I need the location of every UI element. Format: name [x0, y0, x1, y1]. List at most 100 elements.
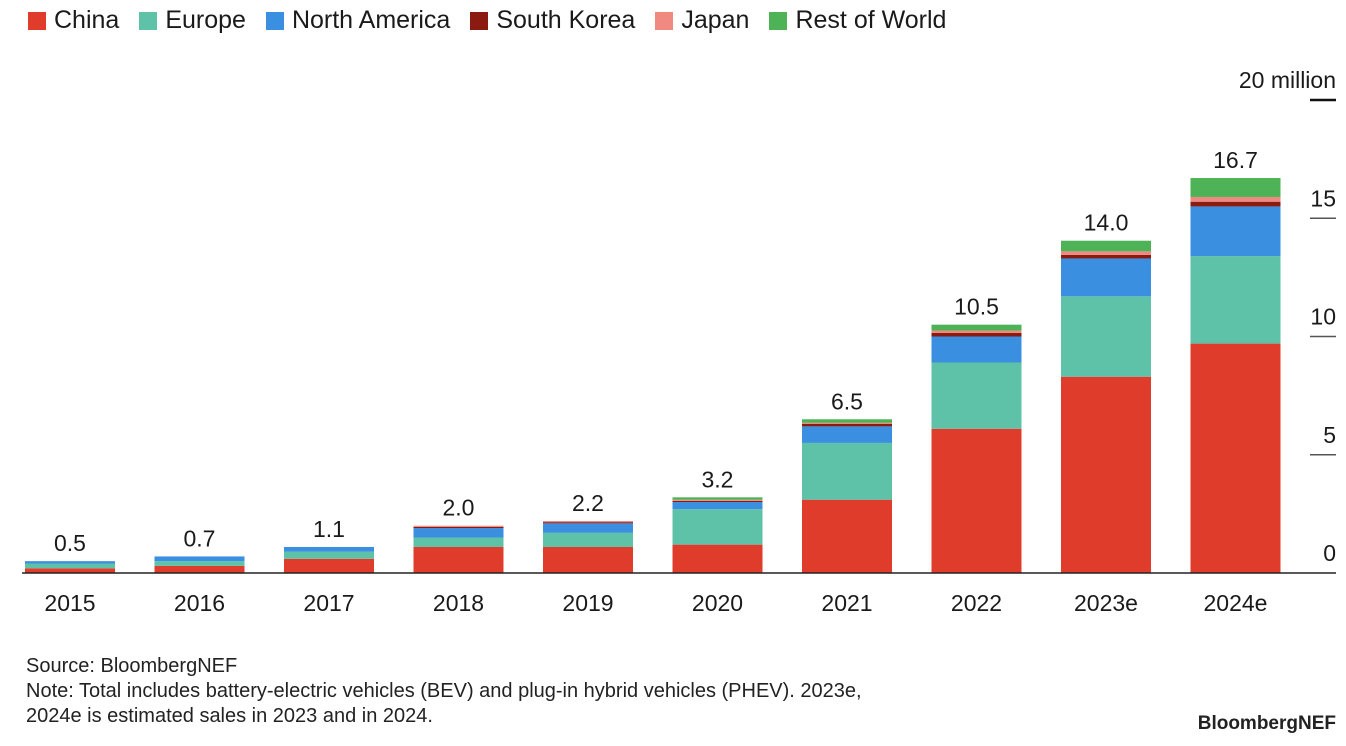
bars-group [25, 178, 1281, 573]
legend-swatch-rest-of-world [769, 11, 788, 30]
x-tick-label-2018: 2018 [433, 590, 484, 616]
bar-segment-europe-2021 [802, 442, 892, 500]
bar-segment-south-korea-2018 [413, 526, 504, 529]
bar-segment-europe-2015 [25, 563, 115, 569]
stacked-bar-chart: 0.5 0.7 1.12.0 2.23.26.510.514.016.7 2015 20… [22, 67, 1336, 616]
y-tick-label-15: 15 [1310, 185, 1336, 211]
bar-segment-japan-2022 [931, 330, 1022, 333]
total-labels-group: 0.5 0.7 1.1 2.0 2.2 3.2 6.5 10.5 14.0 16.7 [54, 147, 1258, 556]
bar-segment-north-america-2022 [931, 336, 1022, 363]
bar-segment-north-america-2018 [413, 528, 504, 538]
legend-swatch-china [28, 11, 46, 30]
x-tick-label-2016: 2016 [174, 590, 225, 616]
legend-swatch-north-america [265, 11, 284, 30]
x-tick-label-2017: 2017 [303, 590, 354, 616]
bar-segment-japan-2020 [672, 499, 763, 501]
x-tick-label-2020: 2020 [692, 590, 743, 616]
bar-segment-north-america-2024e [1190, 206, 1281, 257]
bar-segment-japan-2024e [1190, 196, 1281, 202]
bar-segment-china-2024e [1190, 343, 1281, 573]
total-label-2017: 1.1 [313, 516, 345, 542]
total-label-2024e: 16.7 [1213, 147, 1258, 173]
total-label-2023e: 14.0 [1084, 210, 1129, 236]
bar-segment-north-america-2021 [802, 426, 892, 443]
legend-item-china: China [28, 6, 119, 35]
x-tick-label-2019: 2019 [562, 590, 613, 616]
legend-item-south-korea: South Korea [470, 6, 635, 35]
chart-footer: Source: BloombergNEF Note: Total include… [26, 654, 862, 729]
bar-segment-japan-2023e [1061, 251, 1151, 255]
bar-segment-rest-of-world-2024e [1190, 178, 1281, 197]
total-label-2015: 0.5 [54, 530, 86, 556]
bar-segment-china-2022 [931, 428, 1022, 573]
bar-segment-north-america-2019 [543, 523, 633, 533]
total-label-2021: 6.5 [831, 388, 863, 414]
bar-segment-north-america-2017 [284, 546, 374, 552]
bar-segment-north-america-2020 [672, 502, 763, 510]
legend-label-japan: Japan [681, 6, 750, 34]
bar-segment-rest-of-world-2020 [672, 497, 763, 500]
source-text: Source: BloombergNEF [26, 655, 238, 677]
x-tick-label-2022: 2022 [951, 590, 1002, 616]
bar-segment-south-korea-2023e [1061, 254, 1151, 259]
legend-item-rest-of-world: Rest of World [769, 6, 946, 35]
total-label-2018: 2.0 [443, 495, 475, 521]
brand-logo-text: BloombergNEF [1197, 713, 1336, 734]
legend-swatch-japan [655, 11, 674, 30]
legend-label-china: China [54, 6, 120, 34]
bar-segment-china-2021 [802, 499, 892, 573]
y-tick-label-20: 20 million [1239, 67, 1336, 93]
bar-segment-south-korea-2024e [1190, 201, 1281, 207]
note-text-line-2: 2024e is estimated sales in 2023 and in … [26, 705, 433, 727]
bar-segment-rest-of-world-2021 [802, 419, 892, 423]
legend-swatch-south-korea [470, 11, 489, 30]
bar-segment-south-korea-2022 [931, 332, 1022, 337]
legend-label-south-korea: South Korea [496, 6, 636, 34]
total-label-2019: 2.2 [572, 490, 604, 516]
bar-segment-china-2016 [154, 565, 245, 573]
chart-legend: China Europe North America South Korea Japan… [28, 6, 966, 35]
bar-segment-china-2023e [1061, 376, 1151, 573]
x-tick-label-2015: 2015 [44, 590, 95, 616]
legend-item-europe: Europe [139, 6, 246, 35]
legend-label-north-america: North America [291, 6, 451, 34]
legend-item-japan: Japan [655, 6, 749, 35]
bar-segment-europe-2020 [672, 509, 763, 545]
y-axis-group: 0 5 10 15 20 million [1239, 67, 1336, 566]
x-tick-label-2021: 2021 [821, 590, 872, 616]
bar-segment-rest-of-world-2023e [1061, 240, 1151, 252]
bar-segment-south-korea-2021 [802, 424, 892, 427]
bar-segment-south-korea-2019 [543, 522, 633, 524]
bar-segment-china-2018 [413, 546, 504, 573]
total-label-2020: 3.2 [702, 466, 734, 492]
bar-segment-china-2017 [284, 558, 374, 573]
legend-swatch-europe [139, 11, 158, 30]
bar-segment-north-america-2015 [25, 561, 115, 564]
bar-segment-europe-2019 [543, 532, 633, 547]
total-label-2016: 0.7 [184, 525, 216, 551]
bar-segment-north-america-2016 [154, 556, 245, 562]
bar-segment-south-korea-2020 [672, 500, 763, 503]
bar-segment-europe-2017 [284, 551, 374, 559]
bar-segment-japan-2021 [802, 422, 892, 425]
bar-segment-china-2020 [672, 544, 763, 573]
bar-segment-china-2019 [543, 546, 633, 573]
y-tick-label-0: 0 [1323, 540, 1336, 566]
legend-label-europe: Europe [165, 6, 246, 34]
y-tick-label-10: 10 [1310, 304, 1336, 330]
bar-segment-china-2015 [25, 568, 115, 573]
note-text-line-1: Note: Total includes battery-electric ve… [26, 680, 862, 702]
bar-segment-japan-2018 [413, 525, 504, 527]
bar-segment-europe-2016 [154, 561, 245, 566]
x-tick-label-2023e: 2023e [1074, 590, 1138, 616]
x-tick-labels-group: 2015 2016 2017 2018 2019 2020 2021 2022 2023e 202… [44, 590, 1267, 616]
legend-item-north-america: North America [265, 6, 451, 35]
x-tick-label-2024e: 2024e [1204, 590, 1268, 616]
bar-segment-europe-2023e [1061, 296, 1151, 377]
legend-label-rest-of-world: Rest of World [795, 6, 947, 34]
y-tick-label-5: 5 [1323, 422, 1336, 448]
bar-segment-europe-2022 [931, 362, 1022, 429]
bar-segment-europe-2024e [1190, 256, 1281, 344]
bar-segment-north-america-2023e [1061, 258, 1151, 297]
total-label-2022: 10.5 [954, 294, 999, 320]
